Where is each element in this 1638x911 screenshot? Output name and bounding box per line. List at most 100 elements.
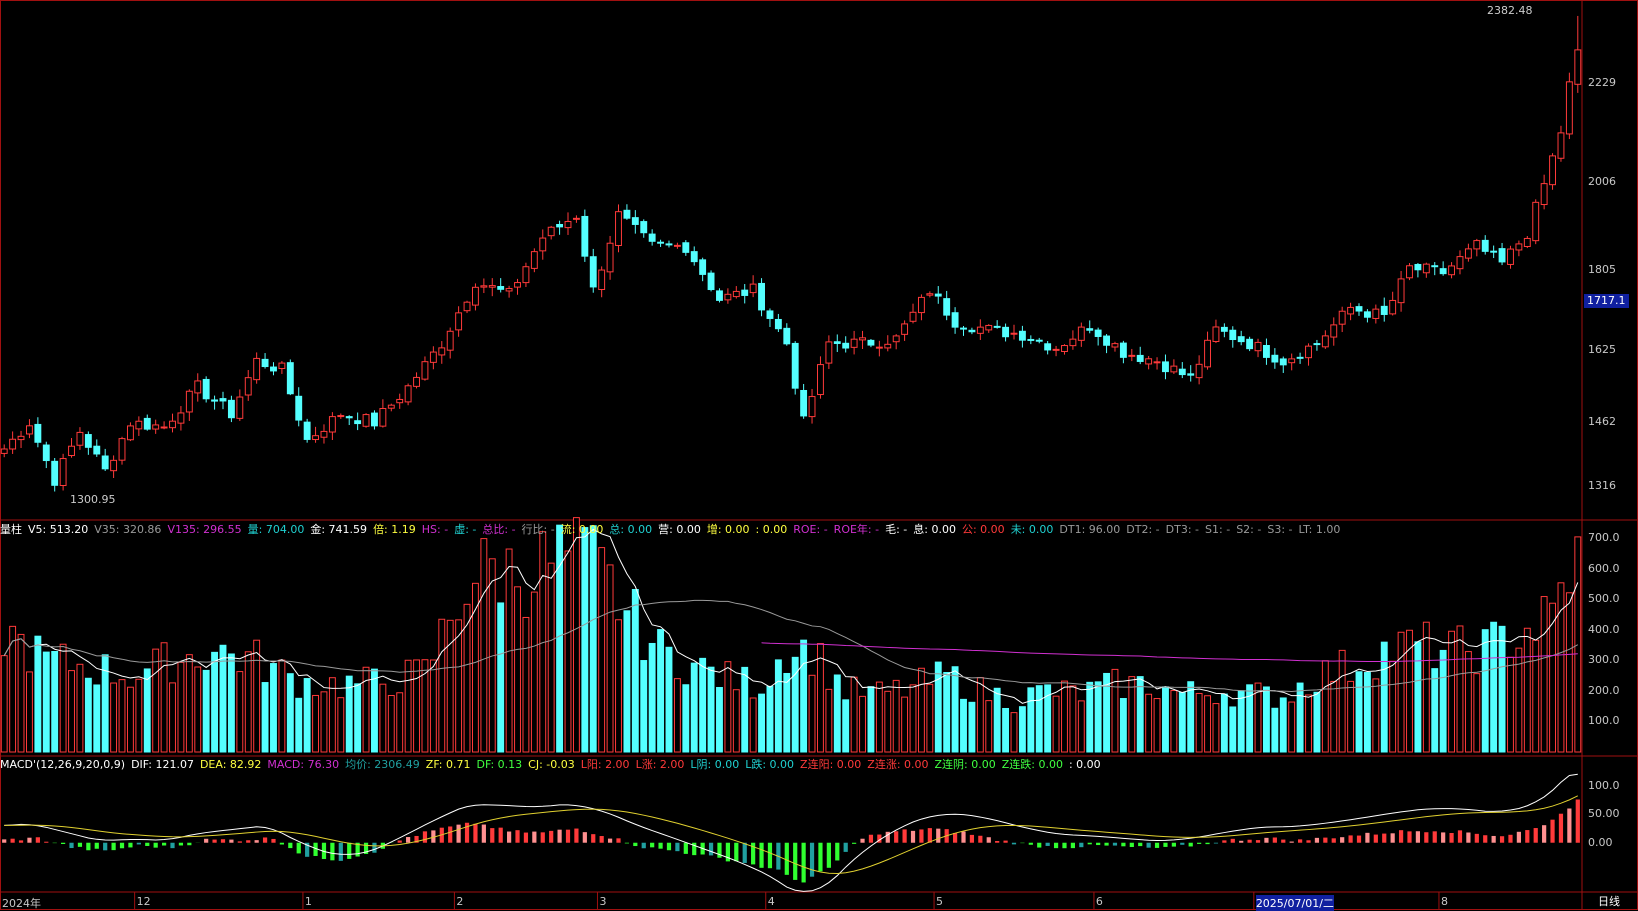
volume-bar (1010, 712, 1018, 753)
candle-body (295, 395, 303, 421)
candle-body (312, 435, 320, 441)
volume-bar (1372, 678, 1380, 753)
macd-info-item: Z连涨: 0.00 (867, 758, 929, 771)
candle-body (850, 338, 858, 348)
volume-bar (68, 670, 75, 753)
volume-bar (101, 654, 109, 753)
volume-bar (1094, 681, 1102, 753)
candle-body (76, 431, 84, 446)
candle-body (960, 327, 967, 330)
price-tick-label: 1805 (1588, 263, 1616, 277)
candle-body (1431, 265, 1439, 268)
volume-bar (1061, 680, 1068, 753)
volume-tick-label: 400.0 (1588, 622, 1620, 636)
volume-bar (1574, 536, 1582, 753)
volume-bar (17, 633, 25, 753)
volume-bar (1002, 707, 1010, 753)
volume-bar (572, 517, 580, 753)
volume-info-item: HS: - (421, 523, 449, 536)
volume-bar (800, 639, 808, 753)
macd-info-item: Z连阴: 0.00 (934, 758, 996, 771)
volume-bar (211, 651, 219, 753)
volume-info-item: 金: 741.59 (310, 523, 368, 536)
candle-body (1305, 345, 1312, 359)
volume-bar (1145, 693, 1153, 753)
volume-bar (976, 677, 984, 753)
candle-body (1103, 335, 1111, 346)
volume-bar (1246, 684, 1254, 753)
candle-body (1111, 343, 1119, 348)
volume-bar (1305, 694, 1312, 753)
volume-bar (455, 619, 463, 753)
volume-bar (1220, 693, 1228, 753)
volume-bar (1456, 625, 1464, 753)
volume-info-item: V5: 513.20 (28, 523, 89, 536)
volume-bar (202, 669, 210, 753)
candle-body (581, 215, 589, 257)
macd-info-item: Z连阳: 0.00 (800, 758, 862, 771)
volume-bar (1262, 686, 1270, 753)
volume-bar (1397, 631, 1405, 753)
candle-body (648, 233, 656, 242)
volume-bar (371, 668, 378, 753)
candle-body (589, 256, 597, 288)
candle-body (169, 420, 176, 429)
candle-body (657, 241, 665, 244)
volume-info-item: 行比: - (521, 523, 555, 536)
volume-tick-label: 100.0 (1588, 714, 1620, 728)
candle-body (1162, 361, 1169, 373)
volume-bar (1288, 701, 1296, 753)
candle-body (825, 341, 833, 364)
volume-bar (1077, 700, 1085, 753)
candle-body (1237, 336, 1245, 343)
volume-bar (615, 619, 622, 753)
volume-bar (1119, 698, 1127, 753)
volume-bar (640, 660, 648, 753)
candle-body (682, 242, 690, 253)
volume-bar (320, 691, 328, 753)
volume-tick-label: 600.0 (1588, 561, 1620, 575)
volume-bar (429, 659, 437, 753)
volume-bar (1296, 682, 1304, 753)
volume-bar (1035, 685, 1043, 753)
volume-bar (943, 671, 951, 753)
candle-body (867, 339, 875, 346)
candle-body (42, 444, 50, 462)
volume-bar (1439, 649, 1447, 753)
volume-bar (42, 651, 50, 753)
candle-body (118, 438, 126, 461)
x-axis-label: 2 (456, 895, 464, 908)
volume-bar (1557, 582, 1565, 753)
candle-body (278, 362, 286, 370)
volume-bar (1565, 592, 1573, 753)
volume-bar (1448, 630, 1456, 753)
volume-info-item: DT2: - (1126, 523, 1160, 536)
volume-bar (1464, 651, 1472, 753)
candle-body (396, 398, 404, 404)
volume-bar (345, 675, 353, 753)
candle-body (993, 325, 1001, 328)
low-price-annotation: 1300.95 (70, 493, 116, 506)
volume-bar (1018, 706, 1026, 753)
period-label[interactable]: 日线 (1598, 895, 1620, 908)
price-tick-label: 2006 (1588, 174, 1616, 188)
candle-body (631, 217, 639, 225)
candle-body (1397, 278, 1405, 304)
candle-body (1389, 299, 1397, 315)
volume-bar (657, 629, 665, 753)
volume-bar (270, 663, 277, 753)
price-tick-label: 1462 (1588, 414, 1616, 428)
volume-bar (1355, 671, 1363, 753)
candle-body (404, 385, 412, 403)
candle-body (892, 335, 900, 343)
volume-bar (1204, 695, 1211, 753)
candle-body (387, 404, 395, 409)
candle-body (1262, 344, 1270, 358)
candle-body (699, 259, 707, 275)
candle-body (1279, 358, 1287, 366)
volume-info-item: 量: 704.00 (247, 523, 305, 536)
candle-body (135, 420, 143, 430)
volume-bar (354, 683, 362, 753)
volume-bar (169, 682, 176, 753)
